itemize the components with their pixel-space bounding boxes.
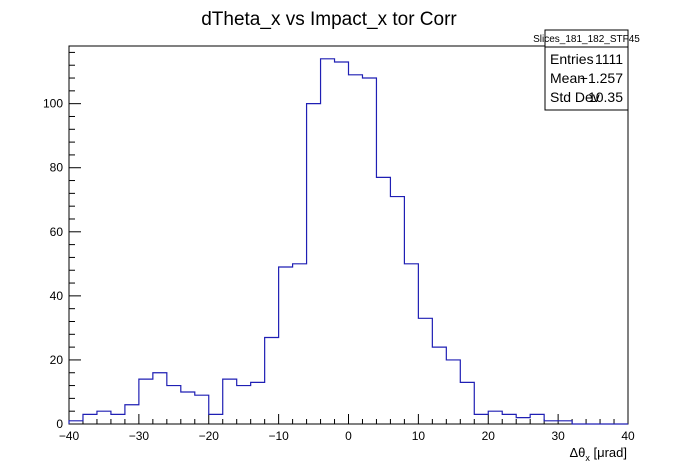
plot-frame <box>68 45 629 425</box>
stats-mean-label: Mean <box>550 70 585 86</box>
stats-stddev-label: Std Dev <box>550 89 600 105</box>
y-tick-label: 80 <box>50 161 64 175</box>
y-axis: 0 20 40 60 80 100 <box>43 51 81 431</box>
stats-box: Slices_181_182_STF45 Entries 1111 Mean −… <box>533 29 640 111</box>
x-tick-label: 30 <box>551 429 565 443</box>
x-tick-label: −40 <box>59 429 80 443</box>
histogram-series-line <box>68 58 628 425</box>
x-axis: −40 −30 −20 −10 0 10 20 30 40 <box>59 414 635 443</box>
stats-box-frame <box>544 29 629 111</box>
stats-entries-value: 1111 <box>595 51 623 67</box>
y-tick-label: 100 <box>43 97 63 111</box>
x-tick-label: −30 <box>129 429 150 443</box>
chart-title: dTheta_x vs Impact_x tor Corr <box>201 9 457 30</box>
x-tick-label: 0 <box>345 429 352 443</box>
x-tick-label: 10 <box>412 429 426 443</box>
x-axis-label-unit: [μrad] <box>590 445 627 460</box>
stats-stddev-value: 10.35 <box>588 89 623 105</box>
y-tick-label: 20 <box>50 353 64 367</box>
y-tick-label: 0 <box>56 417 63 431</box>
x-tick-label: 40 <box>621 429 635 443</box>
x-tick-label: 20 <box>482 429 496 443</box>
stats-box-name: Slices_181_182_STF45 <box>533 34 640 45</box>
stats-mean-value: −1.257 <box>580 70 623 86</box>
x-axis-label-main: Δθ <box>569 445 585 460</box>
x-tick-label: −20 <box>199 429 220 443</box>
y-tick-label: 60 <box>50 225 64 239</box>
x-axis-label-sub: x <box>585 453 590 463</box>
stats-entries-label: Entries <box>550 51 594 67</box>
y-tick-label: 40 <box>50 289 64 303</box>
x-axis-label: Δθx [μrad] <box>569 445 627 463</box>
x-tick-label: −10 <box>268 429 289 443</box>
